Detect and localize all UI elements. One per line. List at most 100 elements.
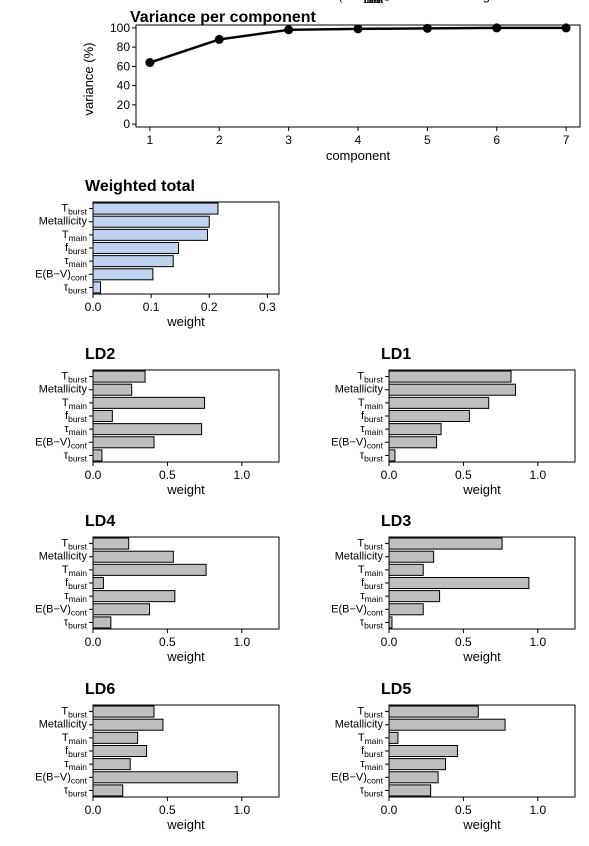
category-label: fburst <box>361 745 384 759</box>
category-label: τburst <box>64 784 88 798</box>
bar <box>388 423 442 436</box>
bar <box>92 576 104 590</box>
category-label: E(B−V)cont <box>331 771 383 785</box>
category-label: τmain <box>360 423 383 437</box>
category-label: fburst <box>65 577 88 591</box>
bar <box>92 370 146 383</box>
variance-chart: Variance per component 0 20 40 60 80 100 1 2 3 4 5 6… <box>81 9 581 163</box>
category-label: E(B−V)cont <box>331 0 383 5</box>
bar <box>92 281 102 294</box>
category-label: Metallicity <box>335 719 384 731</box>
x-axis-label: weight <box>166 817 205 832</box>
x-tick-label: 1.0 <box>529 468 546 482</box>
category-label: fburst <box>65 745 88 759</box>
category-label: Tmain <box>62 732 87 746</box>
x-tick-label: 0.1 <box>143 300 160 314</box>
x-tick-label: 0.5 <box>455 0 472 3</box>
bar <box>388 550 435 563</box>
x-axis-label: weight <box>166 314 205 329</box>
x-axis-label: component <box>326 148 391 163</box>
bar <box>92 590 176 603</box>
y-tick-label: 60 <box>117 59 131 73</box>
category-label: E(B−V)cont <box>35 436 87 450</box>
x-tick-label: 0.5 <box>455 468 472 482</box>
category-label: fburst <box>361 410 384 424</box>
bar <box>388 590 441 603</box>
data-point <box>353 24 363 34</box>
bar <box>92 718 164 731</box>
bar-chart-ld3: LD3 TburstMetallicityTmainfburstτmainE(B−… <box>331 513 576 664</box>
bar-chart-ld2: LD2 TburstMetallicityTmainfburstτmainE(B−… <box>35 346 280 497</box>
y-tick-label: 100 <box>110 21 130 35</box>
y-tick-label: 0 <box>123 117 130 131</box>
x-tick-label: 0.5 <box>159 635 176 649</box>
data-point <box>561 23 571 33</box>
bar <box>92 449 103 462</box>
x-tick-label: 3 <box>285 133 292 147</box>
bar <box>388 396 490 409</box>
panel-title: LD1 <box>381 346 411 363</box>
category-label: τburst <box>64 281 88 295</box>
category-label: Tmain <box>358 732 383 746</box>
data-point <box>214 34 224 44</box>
category-label: τburst <box>64 616 88 630</box>
x-tick-label: 1 <box>147 133 154 147</box>
category-label: E(B−V)cont <box>35 771 87 785</box>
panel-title: LD2 <box>85 346 115 363</box>
bar <box>388 616 393 629</box>
x-tick-label: 0.5 <box>159 468 176 482</box>
x-tick-label: 0.0 <box>381 803 398 817</box>
x-tick-label: 0.0 <box>85 803 102 817</box>
bar <box>92 423 203 436</box>
bar <box>388 718 506 731</box>
x-tick-label: 6 <box>493 133 500 147</box>
x-tick-label: 0.5 <box>455 803 472 817</box>
category-label: fburst <box>65 242 88 256</box>
bar <box>388 731 399 744</box>
bar <box>388 603 424 616</box>
category-label: E(B−V)cont <box>331 603 383 617</box>
x-tick-label: 4 <box>355 133 362 147</box>
category-label: τmain <box>64 590 87 604</box>
data-point <box>422 23 432 33</box>
category-label: τburst <box>360 616 384 630</box>
x-tick-label: 0.0 <box>381 635 398 649</box>
x-axis-label: weight <box>462 482 501 497</box>
bar <box>92 563 207 576</box>
bar <box>388 771 439 784</box>
x-tick-label: 2 <box>216 133 223 147</box>
bar <box>388 449 396 462</box>
chart-title: Variance per component <box>130 9 317 26</box>
category-label: fburst <box>361 0 384 5</box>
category-label: τburst <box>360 449 384 463</box>
x-tick-label: 1.0 <box>529 803 546 817</box>
x-tick-label: 1.0 <box>529 635 546 649</box>
panel-title: LD6 <box>85 681 115 698</box>
x-tick-label: 0.0 <box>381 468 398 482</box>
x-tick-label: 0.5 <box>455 635 472 649</box>
category-label: τburst <box>64 449 88 463</box>
x-tick-label: 0.2 <box>201 300 218 314</box>
x-axis-label: weight <box>462 817 501 832</box>
x-tick-label: 1.0 <box>233 803 250 817</box>
bar <box>92 771 238 784</box>
plot-frame <box>135 24 581 128</box>
bar <box>92 784 124 797</box>
bar <box>92 744 148 758</box>
category-label: Tburst <box>61 706 87 720</box>
bar-chart-ld5: LD5 TburstMetallicityTmainfburstτmainE(B−… <box>331 681 576 832</box>
data-point <box>145 58 155 68</box>
category-label: Tburst <box>61 371 87 385</box>
bar <box>92 616 112 629</box>
x-tick-label: 0.5 <box>159 803 176 817</box>
bar <box>92 550 174 563</box>
category-label: Metallicity <box>39 216 88 228</box>
category-label: Metallicity <box>335 551 384 563</box>
category-label: τmain <box>64 255 87 269</box>
bar <box>92 603 151 616</box>
category-label: Metallicity <box>39 551 88 563</box>
bar-chart-ld6: LD6 TburstMetallicityTmainfburstτmainE(B−… <box>35 681 280 832</box>
bar <box>92 241 179 255</box>
bar-chart-ld4: LD4 TburstMetallicityTmainfburstτmainE(B−… <box>35 513 280 664</box>
